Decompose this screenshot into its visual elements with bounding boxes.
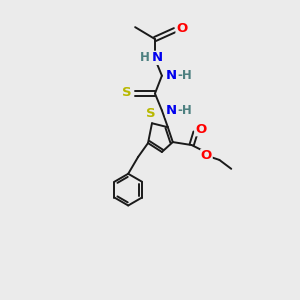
Text: O: O xyxy=(201,149,212,162)
Text: N: N xyxy=(166,69,177,82)
Text: S: S xyxy=(122,86,132,99)
Text: -H: -H xyxy=(178,104,193,117)
Text: O: O xyxy=(195,123,206,136)
Text: H: H xyxy=(140,51,150,64)
Text: S: S xyxy=(146,107,156,120)
Text: -H: -H xyxy=(178,69,193,82)
Text: N: N xyxy=(152,51,163,64)
Text: N: N xyxy=(166,104,177,117)
Text: O: O xyxy=(176,22,187,34)
